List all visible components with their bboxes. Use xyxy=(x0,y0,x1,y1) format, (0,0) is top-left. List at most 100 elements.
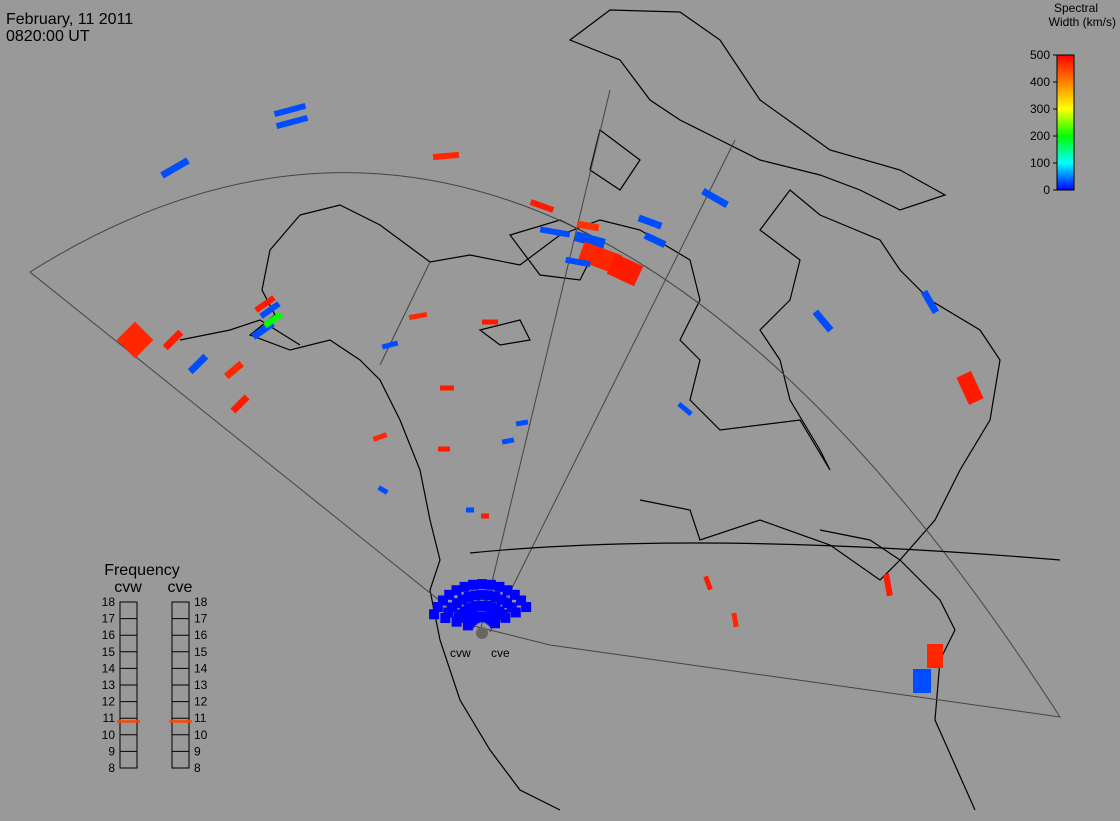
radar-cell xyxy=(116,321,154,359)
near-range-echo xyxy=(500,612,511,623)
radar-site xyxy=(476,627,488,639)
radar-cell xyxy=(920,289,940,315)
radar-cell xyxy=(254,295,276,313)
frequency-tick-label: 8 xyxy=(194,761,201,775)
frequency-tick-label: 11 xyxy=(194,711,207,725)
frequency-tick-label: 11 xyxy=(103,711,116,725)
radar-name: cve xyxy=(168,579,193,596)
frequency-tick-label: 15 xyxy=(102,645,116,659)
radar-cell xyxy=(187,353,209,375)
near-range-echo xyxy=(451,585,462,596)
radar-cell xyxy=(408,311,428,321)
radar-cell xyxy=(438,446,450,452)
radar-cell xyxy=(481,513,489,519)
colorbar-tick-label: 0 xyxy=(1043,183,1050,197)
near-range-echo xyxy=(432,602,443,613)
radar-cell xyxy=(432,151,460,161)
frequency-tick-label: 10 xyxy=(102,728,116,742)
near-range-echo xyxy=(485,579,496,590)
radar-cell xyxy=(701,187,729,209)
near-range-echo xyxy=(477,579,487,590)
radar-cell xyxy=(372,432,388,442)
frequency-tick-label: 16 xyxy=(102,628,116,642)
radar-cell xyxy=(913,669,931,693)
radar-cell xyxy=(812,309,834,333)
near-range-echo xyxy=(459,581,470,592)
frequency-tick-label: 8 xyxy=(108,761,115,775)
radar-cell xyxy=(259,301,281,319)
near-range-echo xyxy=(516,595,527,606)
near-range-echo xyxy=(443,607,454,618)
radar-cell xyxy=(162,329,184,351)
frequency-tick-label: 13 xyxy=(102,678,116,692)
radar-cell xyxy=(273,102,307,118)
frequency-tick-label: 13 xyxy=(194,678,208,692)
radar-cell xyxy=(263,311,283,329)
near-range-echo xyxy=(457,594,468,605)
colorbar-tick-label: 200 xyxy=(1030,129,1050,143)
near-range-echo xyxy=(489,618,500,629)
radar-cell xyxy=(731,612,739,628)
near-range-echo xyxy=(468,579,479,590)
radar-cell xyxy=(927,644,943,668)
near-range-echo xyxy=(444,589,455,600)
frequency-tick-label: 10 xyxy=(194,728,208,742)
radar-cell xyxy=(606,253,644,287)
colorbar-tick-label: 400 xyxy=(1030,75,1050,89)
near-range-echo xyxy=(502,585,513,596)
frequency-tick-label: 18 xyxy=(102,595,116,609)
radar-cell xyxy=(956,371,984,405)
radar-cell xyxy=(501,437,515,445)
near-range-echo xyxy=(477,589,487,600)
near-range-echo xyxy=(510,607,521,618)
radar-cell xyxy=(224,360,244,380)
date: February, 11 2011 xyxy=(6,11,133,28)
radar-cell xyxy=(440,385,454,391)
near-range-echo xyxy=(483,590,494,601)
radar-cell xyxy=(574,231,606,249)
frequency-tick-label: 12 xyxy=(102,695,116,709)
frequency-panel: cvw89101112131415161718cve89101112131415… xyxy=(102,579,208,775)
colorbar-tick-label: 500 xyxy=(1030,48,1050,62)
radar-cell xyxy=(275,114,309,130)
radar-cell xyxy=(883,573,893,597)
near-range-echo xyxy=(437,595,448,606)
colorbar-tick-label: 300 xyxy=(1030,102,1050,116)
frequency-tick-label: 14 xyxy=(194,661,208,675)
frequency-tick-label: 9 xyxy=(194,744,201,758)
radar-cell xyxy=(160,157,190,179)
radar-cell xyxy=(643,232,667,248)
radar-cell xyxy=(565,256,591,268)
site-label: cve xyxy=(491,646,510,660)
radar-cell xyxy=(703,575,713,591)
colorbar-title: Spectral xyxy=(1054,1,1098,15)
frequency-tick-label: 14 xyxy=(102,661,116,675)
frequency-tick-label: 15 xyxy=(194,645,208,659)
radar-cell xyxy=(677,401,693,417)
radar-cell xyxy=(482,319,498,325)
frequency-tick-label: 18 xyxy=(194,595,208,609)
radar-cell xyxy=(637,214,663,230)
radar-cell xyxy=(381,340,399,350)
near-range-echo xyxy=(521,602,532,613)
near-range-echo xyxy=(506,602,517,613)
near-range-echo xyxy=(429,609,440,620)
near-range-echo xyxy=(470,590,481,601)
radar-cell xyxy=(230,394,250,414)
near-range-echo xyxy=(509,589,520,600)
radar-name: cvw xyxy=(114,579,142,596)
frequency-title: Frequency xyxy=(104,562,180,579)
time: 0820:00 UT xyxy=(6,28,90,45)
radar-cell xyxy=(576,220,600,232)
site-label: cvw xyxy=(450,646,471,660)
colorbar xyxy=(1056,54,1075,191)
near-range-echo xyxy=(440,612,451,623)
radar-cell xyxy=(466,507,474,513)
near-range-echo xyxy=(490,592,501,603)
near-range-echo xyxy=(494,581,505,592)
colorbar-tick-label: 100 xyxy=(1030,156,1050,170)
frequency-tick-label: 17 xyxy=(194,612,208,626)
frequency-tick-label: 17 xyxy=(102,612,116,626)
